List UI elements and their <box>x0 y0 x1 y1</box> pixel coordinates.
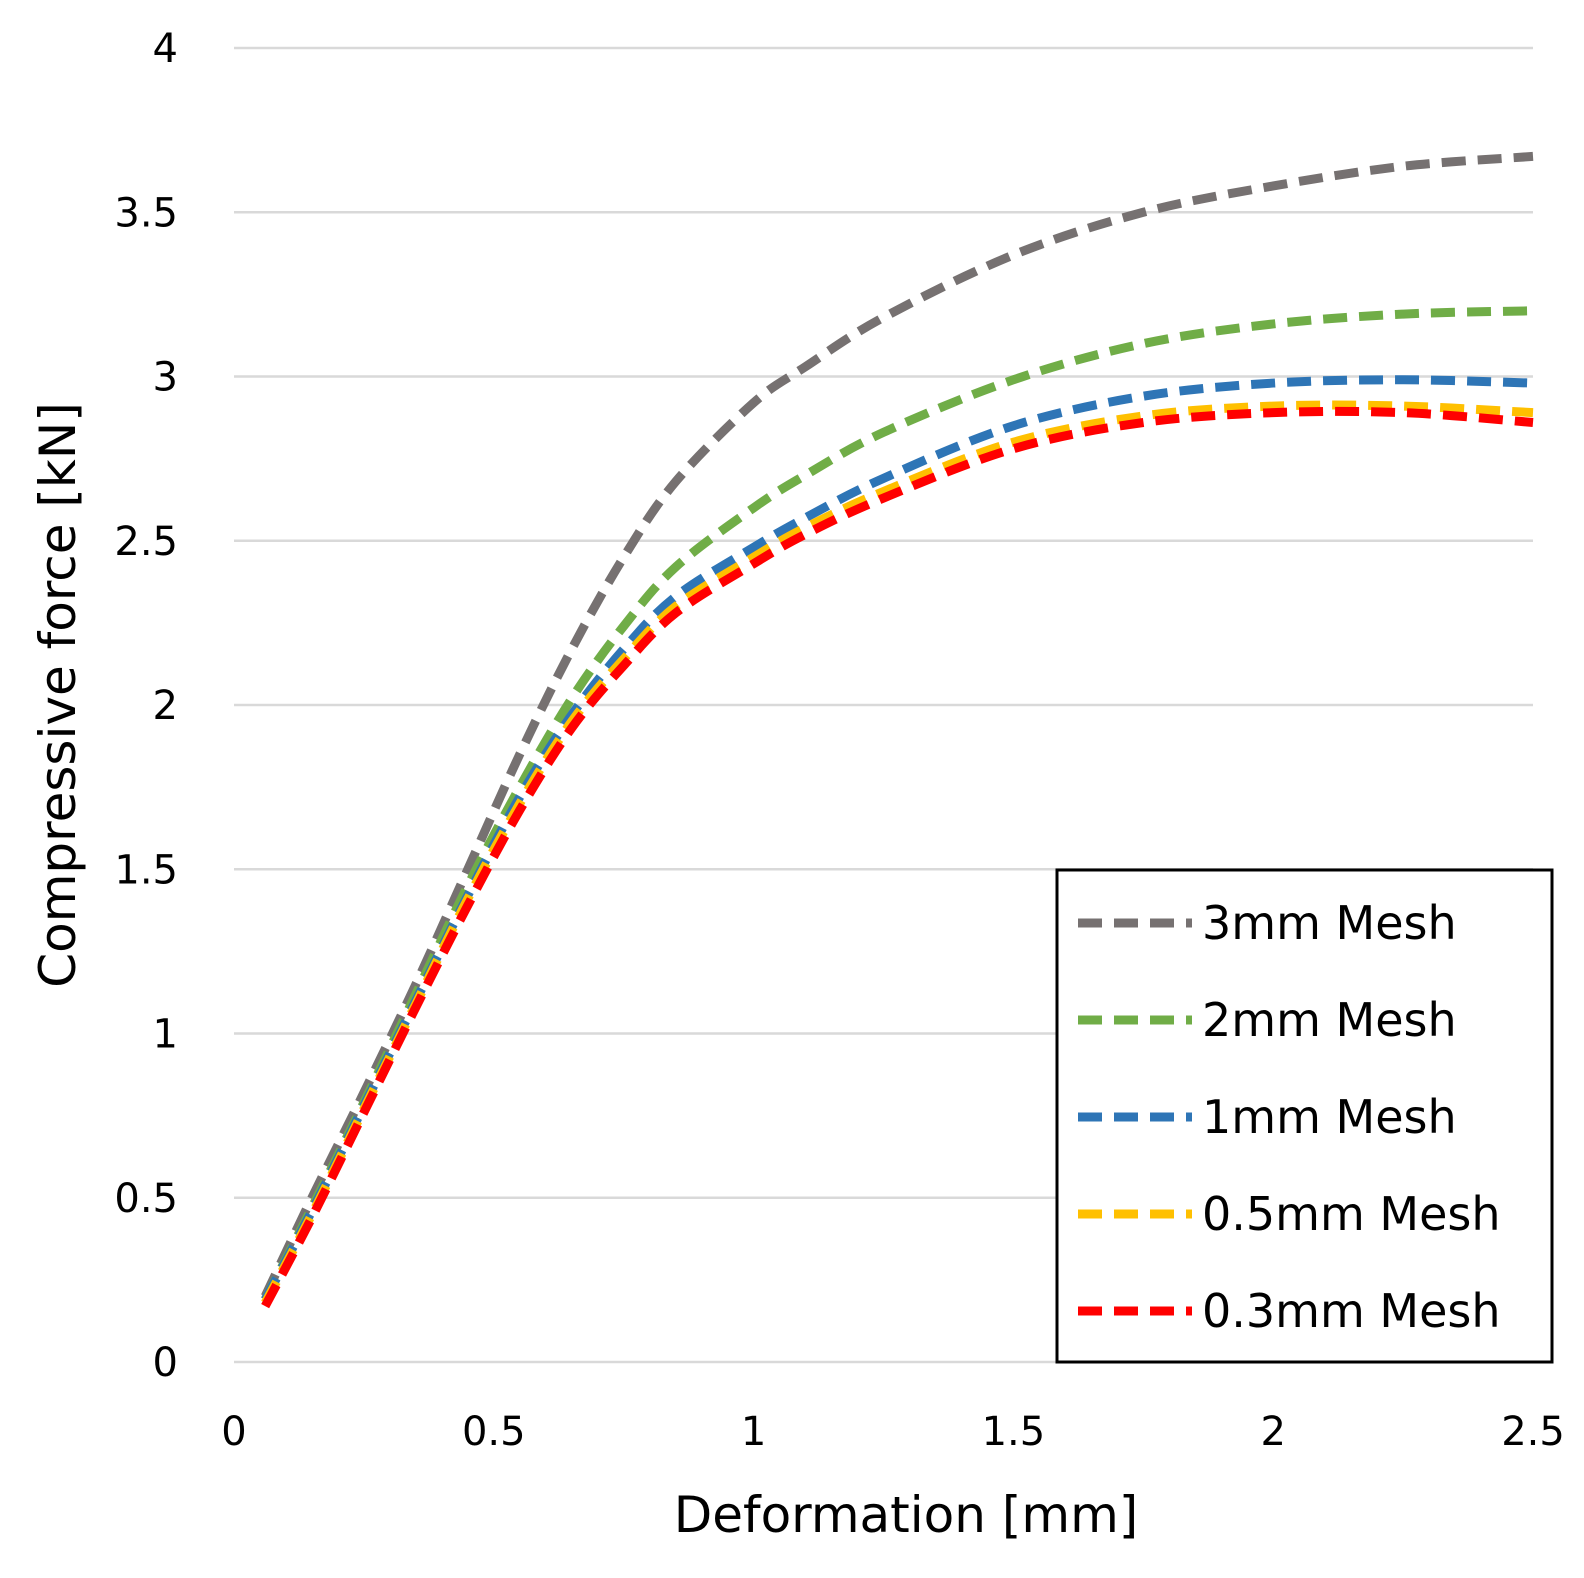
legend-label: 2mm Mesh <box>1202 993 1457 1047</box>
y-axis-ticks: 0 0.5 1 1.5 2 2.5 3 3.5 4 <box>114 26 178 1386</box>
y-tick-label: 0 <box>153 1340 178 1386</box>
x-axis-title: Deformation [mm] <box>674 1486 1139 1544</box>
series-layer <box>261 151 1534 1309</box>
y-tick-label: 3.5 <box>114 190 178 236</box>
x-tick-label: 1.5 <box>982 1409 1046 1455</box>
y-tick-label: 1 <box>153 1012 178 1058</box>
y-tick-label: 1.5 <box>114 847 178 893</box>
x-tick-label: 2.5 <box>1501 1409 1565 1455</box>
legend-label: 0.3mm Mesh <box>1202 1284 1501 1338</box>
series-line-3mm-mesh <box>261 151 1534 1299</box>
x-axis-ticks: 0 0.5 1 1.5 2 2.5 <box>221 1409 1565 1455</box>
legend-label: 0.5mm Mesh <box>1202 1187 1501 1241</box>
x-tick-label: 0 <box>221 1409 246 1455</box>
legend: 3mm Mesh 2mm Mesh 1mm Mesh 0.5mm Mesh 0.3mm … <box>1055 868 1554 1364</box>
x-tick-label: 0.5 <box>462 1409 526 1455</box>
y-tick-label: 3 <box>153 355 178 401</box>
legend-label: 3mm Mesh <box>1202 896 1457 950</box>
y-axis-title: Compressive force [kN] <box>29 402 87 988</box>
x-tick-label: 1 <box>741 1409 766 1455</box>
y-tick-label: 4 <box>153 26 178 72</box>
y-tick-label: 2 <box>153 683 178 729</box>
legend-box <box>1055 868 1554 1364</box>
grid-layer <box>234 46 1533 1364</box>
legend-label: 1mm Mesh <box>1202 1090 1457 1144</box>
y-tick-label: 0.5 <box>114 1176 178 1222</box>
series-line-0-3mm-mesh <box>261 406 1534 1309</box>
x-tick-label: 2 <box>1260 1409 1285 1455</box>
y-tick-label: 2.5 <box>114 519 178 565</box>
